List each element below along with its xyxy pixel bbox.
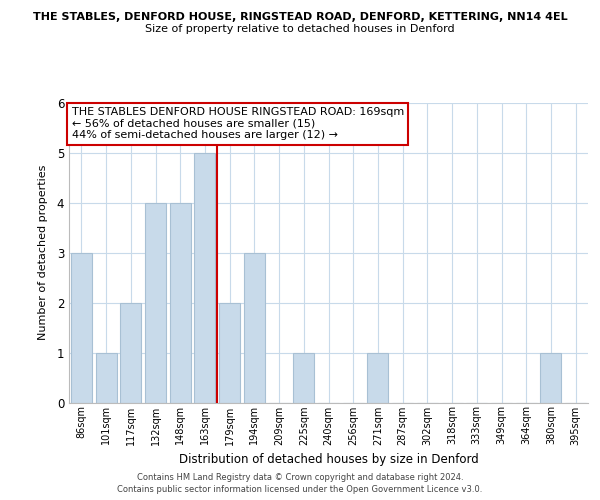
Text: Size of property relative to detached houses in Denford: Size of property relative to detached ho… — [145, 24, 455, 34]
Bar — [95, 352, 116, 403]
Text: Contains HM Land Registry data © Crown copyright and database right 2024.
Contai: Contains HM Land Registry data © Crown c… — [118, 472, 482, 494]
Bar — [367, 352, 388, 403]
Bar — [293, 352, 314, 403]
Bar — [71, 252, 92, 402]
Bar — [244, 252, 265, 402]
Text: THE STABLES DENFORD HOUSE RINGSTEAD ROAD: 169sqm
← 56% of detached houses are sm: THE STABLES DENFORD HOUSE RINGSTEAD ROAD… — [71, 107, 404, 140]
Bar — [219, 302, 240, 402]
X-axis label: Distribution of detached houses by size in Denford: Distribution of detached houses by size … — [179, 453, 478, 466]
Y-axis label: Number of detached properties: Number of detached properties — [38, 165, 49, 340]
Text: THE STABLES, DENFORD HOUSE, RINGSTEAD ROAD, DENFORD, KETTERING, NN14 4EL: THE STABLES, DENFORD HOUSE, RINGSTEAD RO… — [32, 12, 568, 22]
Bar — [541, 352, 562, 403]
Bar — [120, 302, 141, 402]
Bar — [145, 202, 166, 402]
Bar — [170, 202, 191, 402]
Bar — [194, 152, 215, 402]
